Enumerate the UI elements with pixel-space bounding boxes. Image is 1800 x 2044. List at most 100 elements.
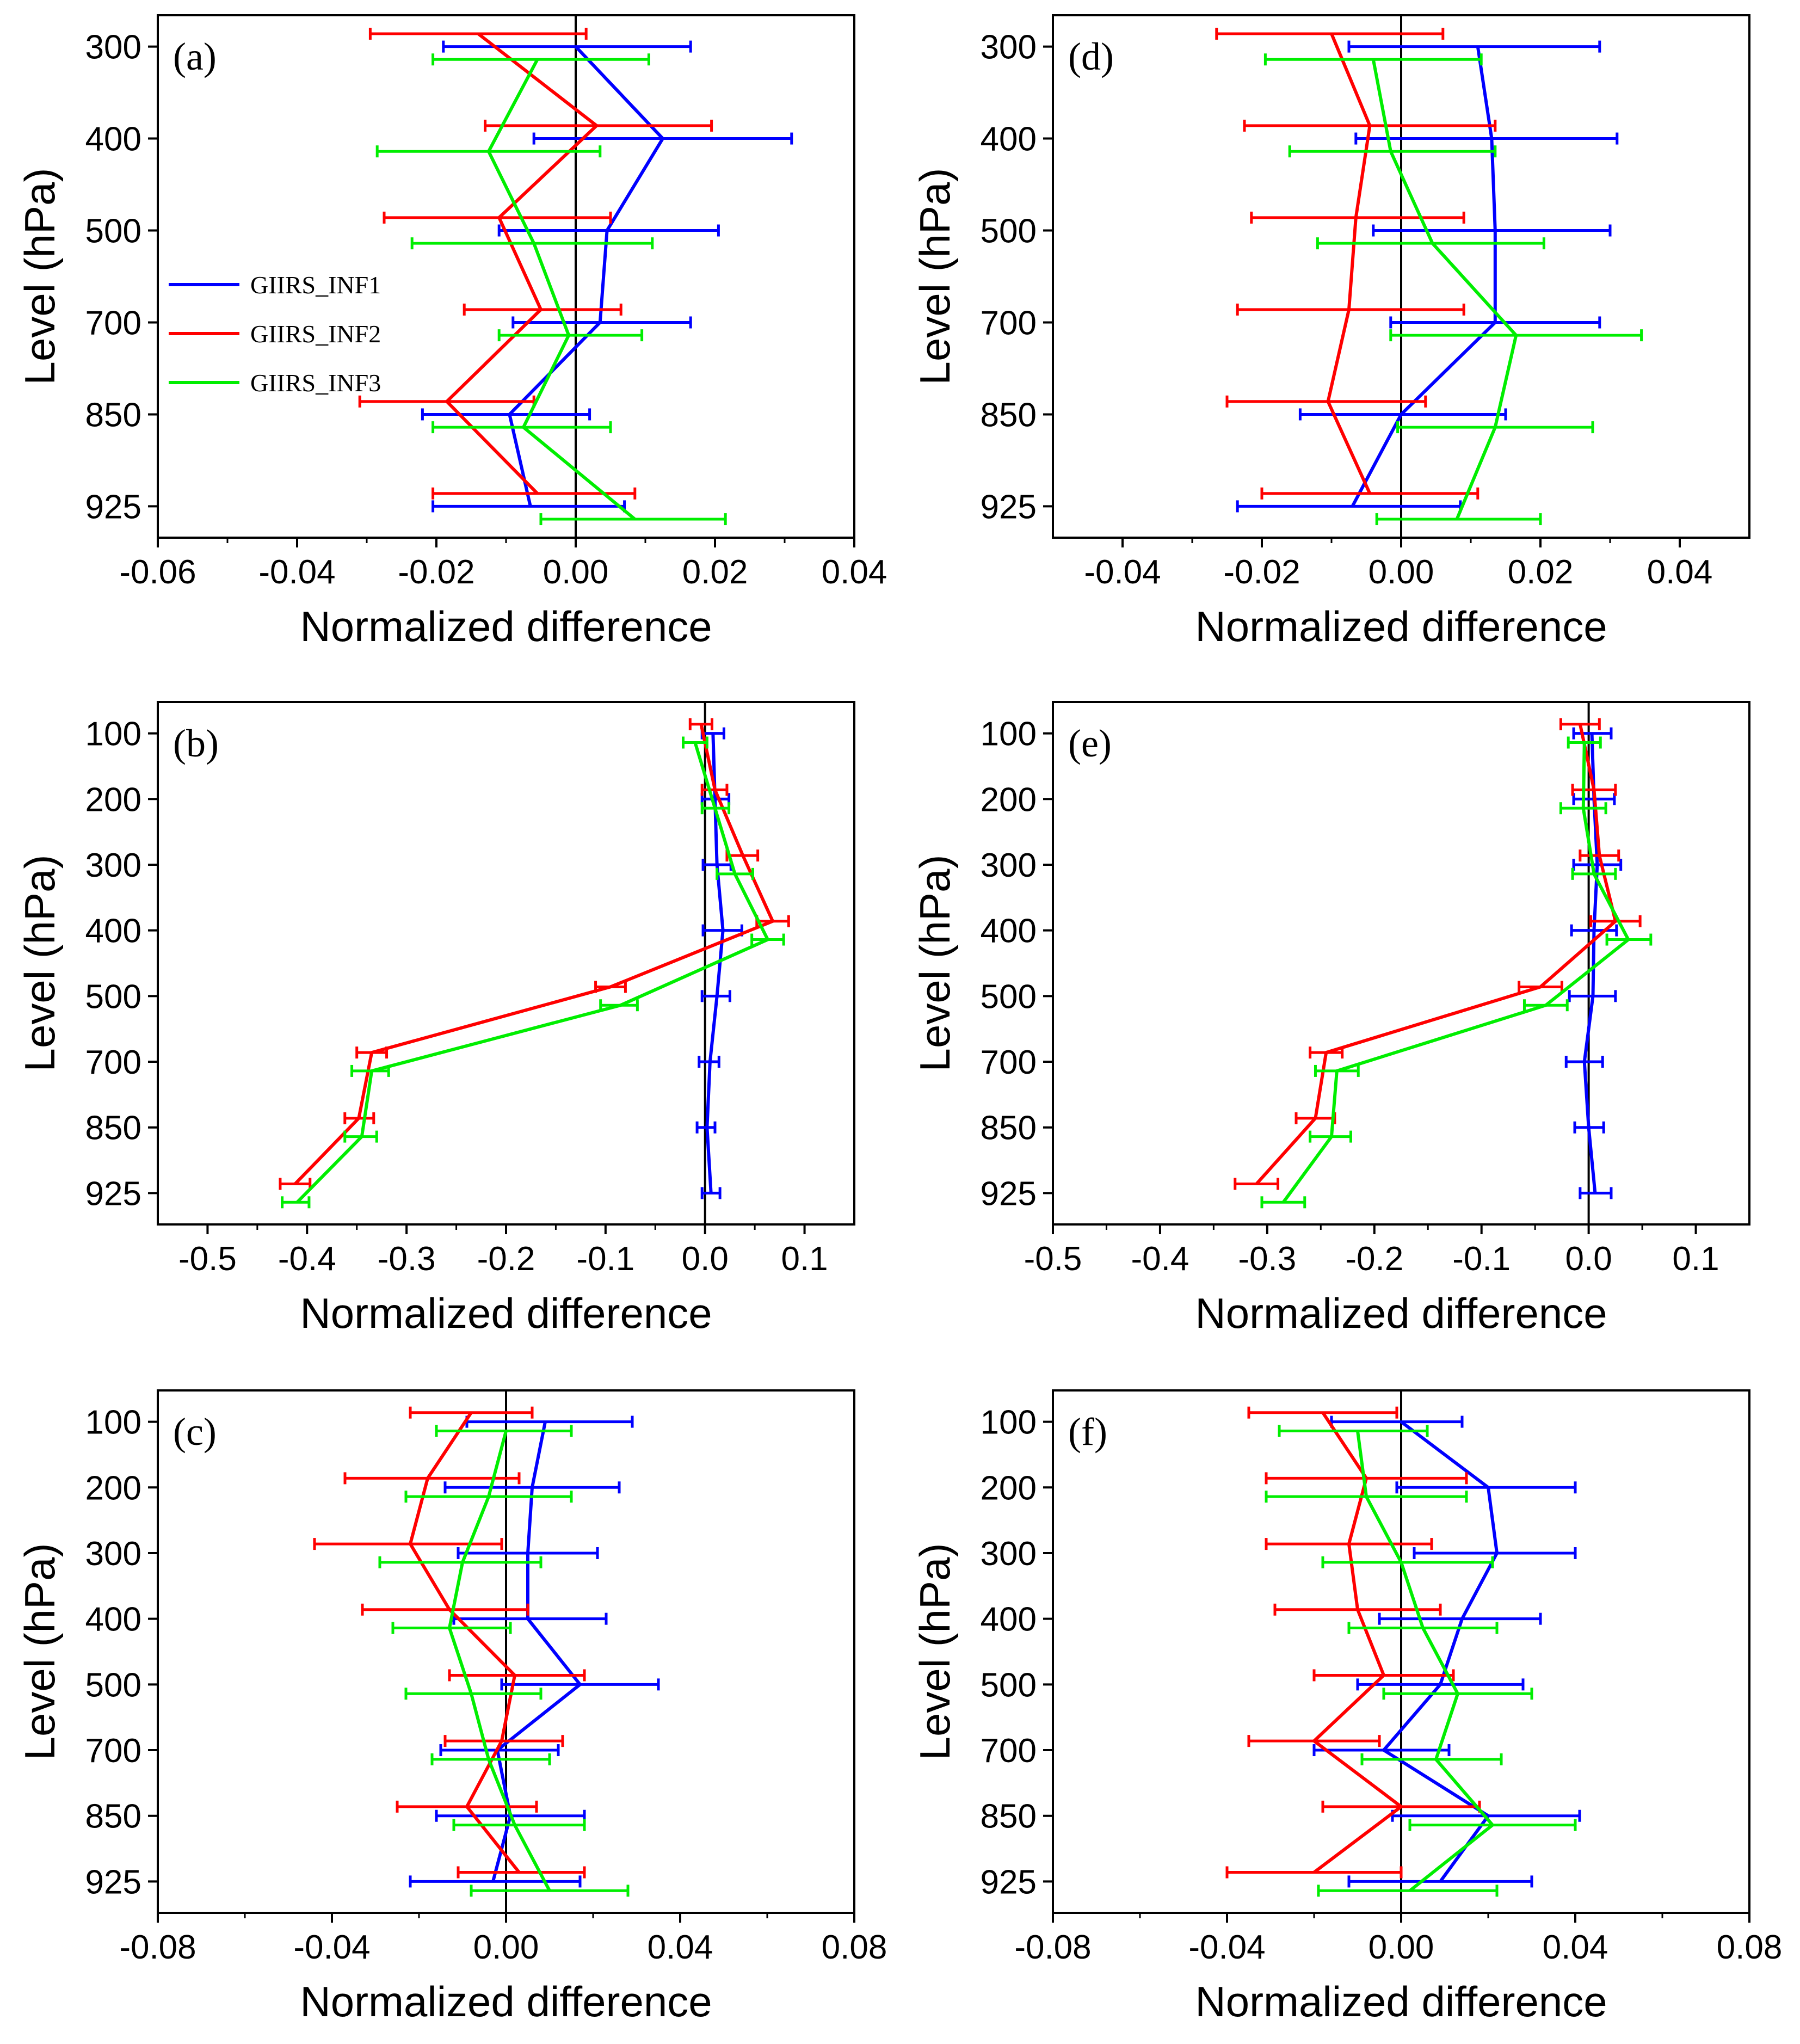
y-tick-label: 300 <box>85 847 141 884</box>
x-tick-label: -0.3 <box>378 1240 436 1278</box>
series-giirs-inf2 <box>1225 1406 1481 1879</box>
y-tick-label: 850 <box>981 1798 1037 1836</box>
y-tick-label: 700 <box>85 1044 141 1081</box>
x-tick-label: -0.04 <box>1188 1929 1265 1966</box>
panel-label: (a) <box>173 35 217 78</box>
series-giirs-inf3 <box>375 53 727 526</box>
panel-d: -0.04 -0.02 0.00 0.02 0.04 300 400 500 700 850 925… <box>911 14 1750 650</box>
x-tick-label: 0.00 <box>473 1929 539 1966</box>
y-tick-label: 300 <box>981 1535 1037 1573</box>
series-giirs-inf2 <box>279 718 790 1190</box>
y-tick-label: 400 <box>85 913 141 950</box>
y-tick-label: 300 <box>981 847 1037 884</box>
x-tick-label: -0.5 <box>1024 1240 1082 1278</box>
series-line <box>447 1430 551 1892</box>
y-tick-label: 500 <box>981 213 1037 250</box>
legend-label: GIIRS_INF1 <box>250 271 381 299</box>
x-axis-title: Normalized difference <box>1195 1978 1607 2025</box>
series-line <box>1371 59 1518 520</box>
y-tick-label: 300 <box>981 29 1037 66</box>
x-axis-title: Normalized difference <box>1195 1289 1607 1337</box>
y-tick-label: 850 <box>85 396 141 434</box>
series-line <box>1255 724 1618 1185</box>
series-giirs-inf2 <box>1215 27 1497 500</box>
series-line <box>1281 742 1631 1204</box>
y-tick-label: 925 <box>85 488 141 526</box>
x-tick-label: -0.1 <box>576 1240 634 1278</box>
series-line <box>508 45 665 507</box>
y-tick-label: 100 <box>981 1404 1037 1442</box>
panel-e: -0.5 -0.4 -0.3 -0.2 -0.1 0.0 0.1 100 200 300 400 50… <box>911 701 1750 1337</box>
y-axis-title: Level (hPa) <box>16 855 64 1072</box>
y-axis-title: Level (hPa) <box>911 168 959 385</box>
x-tick-label: 0.1 <box>1672 1240 1719 1278</box>
series-giirs-inf3 <box>378 1425 630 1897</box>
x-tick-label: 0.04 <box>1543 1929 1608 1966</box>
y-tick-label: 850 <box>85 1110 141 1147</box>
legend-label: GIIRS_INF3 <box>250 369 381 397</box>
series-giirs-inf3 <box>281 736 785 1209</box>
x-tick-label: -0.04 <box>293 1929 370 1966</box>
series-line <box>1356 1431 1495 1892</box>
x-axis-title: Normalized difference <box>1195 602 1607 650</box>
y-tick-label: 400 <box>981 121 1037 158</box>
x-tick-label: 0.08 <box>1717 1929 1783 1966</box>
x-tick-label: -0.3 <box>1238 1240 1296 1278</box>
series-giirs-inf3 <box>1260 736 1653 1209</box>
x-tick-label: -0.5 <box>178 1240 237 1278</box>
y-tick-label: 925 <box>981 488 1037 526</box>
series-giirs-inf2 <box>313 1406 586 1879</box>
panel-label: (f) <box>1068 1410 1107 1454</box>
series-giirs-inf2 <box>1234 718 1642 1190</box>
plot-frame <box>1052 701 1750 1226</box>
x-tick-label: -0.08 <box>119 1929 196 1966</box>
y-tick-label: 700 <box>981 1044 1037 1081</box>
series-giirs-inf1 <box>1236 40 1619 513</box>
series-giirs-inf2 <box>358 27 713 500</box>
panel-label: (d) <box>1068 35 1114 78</box>
y-tick-label: 700 <box>85 304 141 342</box>
y-tick-label: 200 <box>981 1469 1037 1507</box>
series-giirs-inf1 <box>409 1415 660 1888</box>
x-tick-label: -0.4 <box>1131 1240 1189 1278</box>
y-tick-label: 400 <box>981 1601 1037 1639</box>
panel-label: (b) <box>173 722 219 765</box>
y-tick-label: 700 <box>85 1732 141 1770</box>
series-giirs-inf3 <box>1263 53 1643 526</box>
x-tick-label: -0.1 <box>1452 1240 1511 1278</box>
y-tick-label: 500 <box>85 978 141 1015</box>
x-tick-label: -0.08 <box>1014 1929 1091 1966</box>
x-axis-title: Normalized difference <box>300 1289 712 1337</box>
y-tick-label: 925 <box>85 1175 141 1212</box>
panel-f: -0.08 -0.04 0.00 0.04 0.08 100 200 300 400 500 700… <box>911 1389 1783 2025</box>
x-tick-label: -0.04 <box>258 553 335 591</box>
y-tick-label: 400 <box>981 913 1037 950</box>
x-tick-label: 0.00 <box>1369 1929 1434 1966</box>
y-tick-label: 925 <box>85 1863 141 1901</box>
x-tick-label: 0.04 <box>822 553 887 591</box>
x-tick-label: 0.00 <box>1369 553 1434 591</box>
panel-a: -0.06 -0.04 -0.02 0.00 0.02 0.04 300 400 500 700 8… <box>16 14 887 650</box>
y-tick-label: 100 <box>981 716 1037 753</box>
y-tick-label: 400 <box>85 121 141 158</box>
y-tick-label: 500 <box>981 978 1037 1015</box>
y-tick-label: 400 <box>85 1601 141 1639</box>
y-tick-label: 700 <box>981 304 1037 342</box>
x-tick-label: -0.4 <box>278 1240 336 1278</box>
y-axis-title: Level (hPa) <box>16 168 64 385</box>
series-line <box>408 1412 521 1874</box>
y-tick-label: 200 <box>85 1469 141 1507</box>
x-tick-label: 0.0 <box>682 1240 729 1278</box>
series-line <box>1311 1412 1404 1874</box>
y-tick-label: 100 <box>85 716 141 753</box>
y-tick-label: 850 <box>981 1110 1037 1147</box>
series-line <box>444 32 600 495</box>
series-giirs-inf3 <box>1265 1425 1577 1897</box>
x-axis-title: Normalized difference <box>300 602 712 650</box>
y-tick-label: 300 <box>85 29 141 66</box>
series-giirs-inf1 <box>421 40 793 513</box>
x-tick-label: -0.02 <box>398 553 474 591</box>
y-tick-label: 200 <box>85 781 141 818</box>
y-tick-label: 300 <box>85 1535 141 1573</box>
x-tick-label: 0.04 <box>648 1929 713 1966</box>
